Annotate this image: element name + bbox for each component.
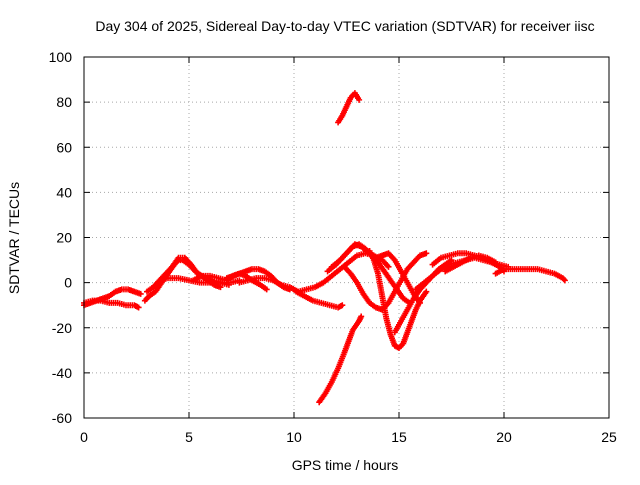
- gridlines: [84, 57, 609, 418]
- series-track-s: [442, 252, 499, 275]
- x-tick-label: 15: [391, 429, 407, 445]
- x-tick-label: 0: [80, 429, 88, 445]
- data-point: [492, 259, 499, 266]
- y-tick-label: 60: [56, 139, 72, 155]
- y-tick-label: 20: [56, 230, 72, 246]
- x-axis-label: GPS time / hours: [292, 457, 399, 473]
- y-tick-label: 40: [56, 184, 72, 200]
- y-tick-label: -40: [52, 365, 72, 381]
- series-track-n: [341, 250, 430, 313]
- data-point: [560, 276, 567, 283]
- x-tick-label: 10: [286, 429, 302, 445]
- y-tick-label: 100: [49, 49, 73, 65]
- series-track-o: [366, 248, 430, 352]
- data-point: [339, 302, 346, 309]
- data-points: [81, 90, 568, 406]
- data-point: [263, 286, 270, 293]
- y-tick-label: -60: [52, 410, 72, 426]
- data-point: [356, 96, 363, 103]
- y-tick-label: 80: [56, 94, 72, 110]
- chart-title: Day 304 of 2025, Sidereal Day-to-day VTE…: [95, 18, 594, 34]
- y-tick-label: -20: [52, 320, 72, 336]
- y-tick-label: 0: [64, 275, 72, 291]
- data-point: [423, 250, 430, 257]
- data-point: [137, 290, 144, 297]
- axes: 0 5 10 15 20 25 -60 -40 -20 0 20 40 60 80 100: [49, 49, 617, 445]
- series-track-k: [335, 90, 363, 126]
- data-point: [135, 304, 142, 311]
- data-point: [423, 288, 430, 295]
- series-track-t: [492, 266, 568, 284]
- series-track-i: [293, 288, 346, 311]
- x-tick-label: 20: [496, 429, 512, 445]
- data-point: [358, 313, 365, 320]
- data-point: [561, 277, 568, 284]
- x-tick-label: 25: [601, 429, 617, 445]
- series-track-b: [81, 297, 142, 311]
- x-tick-label: 5: [185, 429, 193, 445]
- y-axis-label: SDTVAR / TECUs: [6, 182, 22, 294]
- series-track-j: [316, 313, 365, 406]
- data-point: [385, 263, 392, 270]
